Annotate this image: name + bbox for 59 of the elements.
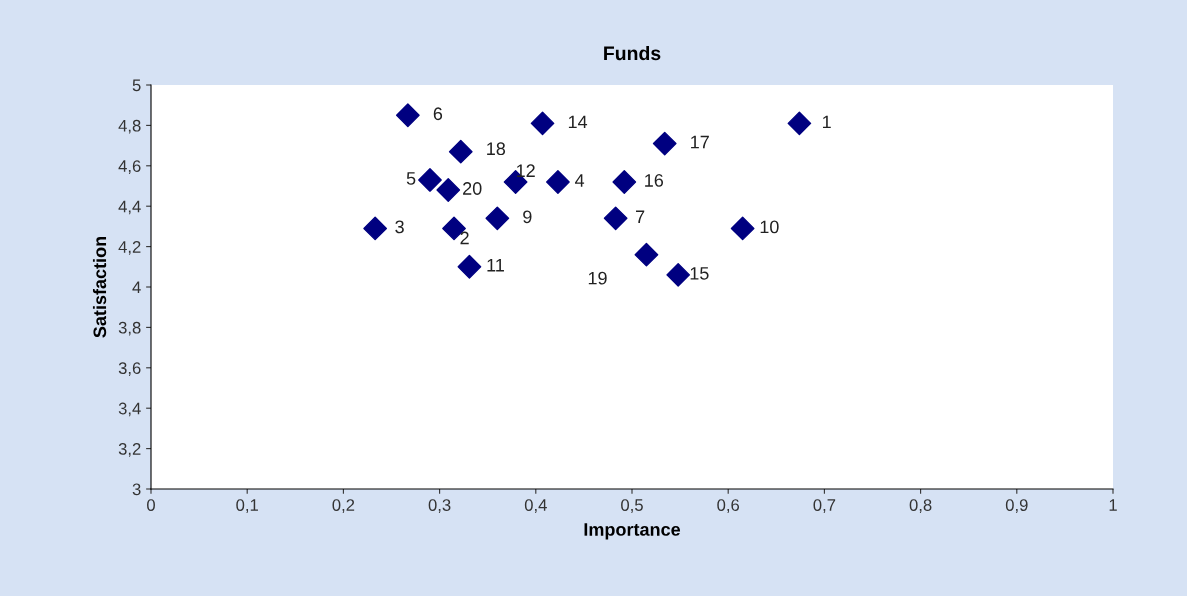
x-tick-label: 0,7 [813,499,836,513]
annotation: 14 [568,115,588,129]
y-tick-label: 3,4 [118,402,141,417]
point [546,170,570,194]
point [530,111,555,136]
annotation: 16 [645,174,664,187]
annotation: 6 [433,107,443,121]
annotation: 7 [636,210,645,223]
y-tick-label: 4,6 [118,160,141,174]
chart-title: Funds [604,45,661,61]
y-tick-label: 4 [132,281,141,294]
y-tick-label: 5 [132,79,141,92]
annotation: 11 [487,259,504,272]
annotation: 15 [690,267,709,280]
y-tick-label: 3 [132,483,141,496]
annotation: 4 [575,174,585,187]
point [612,170,637,194]
y-tick-label: 4,2 [118,241,141,255]
x-tick-label: 0,8 [909,499,932,513]
x-tick-label: 0,3 [428,499,451,513]
annotation: 5 [406,172,416,185]
x-tick-label: 0,6 [717,499,740,513]
annotation: 1 [822,115,831,129]
annotation: 12 [516,164,535,177]
x-tick-label: 0,4 [524,499,547,513]
point [634,242,659,267]
point [730,216,755,241]
x-tick-label: 0,9 [1005,499,1028,513]
annotation: 17 [691,135,709,149]
y-tick-label: 4,8 [118,119,141,134]
y-tick-label: 3,2 [118,443,141,457]
annotation: 9 [523,210,532,224]
point [787,111,812,136]
y-tick-label: 3,8 [118,321,141,336]
annotation: 3 [395,220,404,234]
point [457,254,482,279]
x-tick-label: 0,2 [332,499,355,513]
annotation: 10 [760,220,779,234]
point [666,262,691,287]
x-tick-label: 0,5 [621,499,643,513]
x-tick-label: 0 [147,499,155,511]
y-tick-label: 3,6 [118,362,141,376]
point [448,139,473,164]
point [436,178,461,202]
x-axis-title: Importance [584,523,681,540]
x-tick-label: 0,1 [236,499,258,513]
point [652,131,677,156]
annotation: 18 [487,142,506,156]
annotation: 19 [588,271,607,285]
annotation: 2 [460,231,469,245]
x-tick-label: 1 [1109,499,1117,511]
point [395,103,420,128]
point [603,206,628,231]
y-tick-label: 4,4 [118,200,141,215]
point [418,168,442,192]
annotation: 20 [463,182,482,195]
y-axis-title: Satisfaction [92,236,107,338]
point [485,206,510,231]
point [363,216,388,241]
